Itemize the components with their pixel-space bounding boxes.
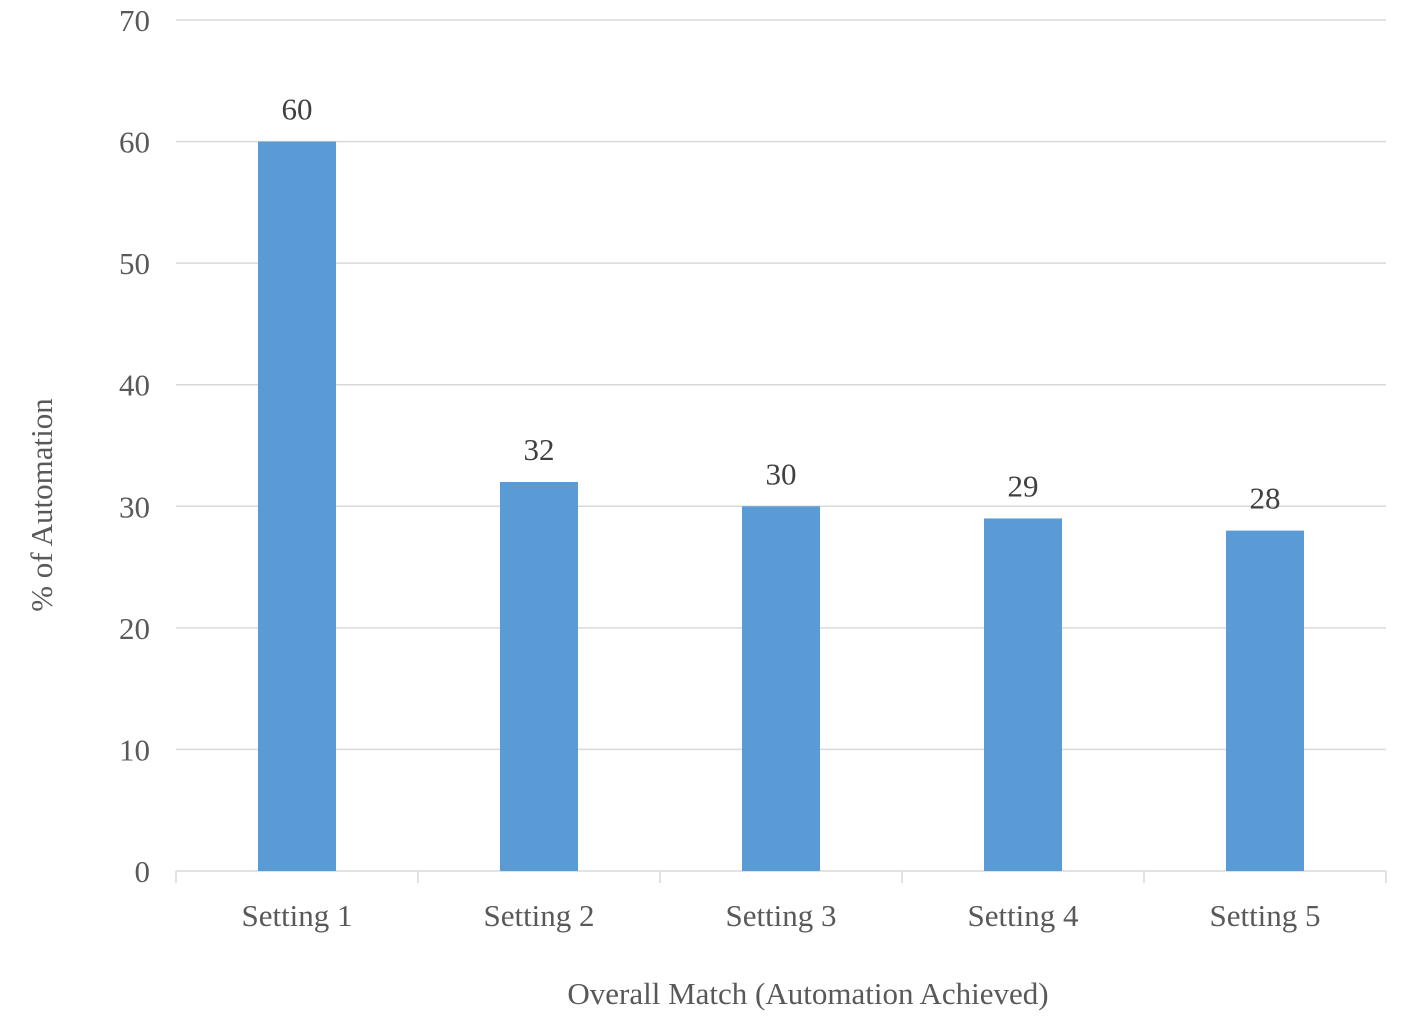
x-tick-label: Setting 1 xyxy=(241,898,352,933)
x-tick-label: Setting 3 xyxy=(725,898,836,933)
data-label: 60 xyxy=(282,92,313,127)
y-tick-label: 20 xyxy=(119,611,150,646)
data-label: 30 xyxy=(766,456,797,491)
y-tick-label: 0 xyxy=(135,854,151,889)
y-axis-title: % of Automation xyxy=(24,398,59,612)
bar-4 xyxy=(984,518,1062,871)
x-axis-tick-labels: Setting 1 Setting 2 Setting 3 Setting 4 Sett… xyxy=(241,898,1320,933)
bars xyxy=(258,141,1304,872)
x-tick-label: Setting 5 xyxy=(1209,898,1320,933)
data-label: 29 xyxy=(1008,468,1039,503)
bar-3 xyxy=(742,506,820,871)
x-axis-title: Overall Match (Automation Achieved) xyxy=(567,976,1048,1011)
y-tick-label: 30 xyxy=(119,489,150,524)
data-label: 28 xyxy=(1250,481,1281,516)
data-labels: 60 32 30 29 28 xyxy=(282,92,1281,516)
y-tick-label: 10 xyxy=(119,732,150,767)
y-tick-label: 50 xyxy=(119,246,150,281)
y-axis-tick-labels: 0 10 20 30 40 50 60 70 xyxy=(119,3,150,889)
bar-2 xyxy=(500,481,578,871)
bar-1 xyxy=(258,141,336,872)
y-tick-label: 40 xyxy=(119,368,150,403)
y-tick-label: 70 xyxy=(119,3,150,38)
bar-5 xyxy=(1226,530,1304,871)
y-tick-label: 60 xyxy=(119,125,150,160)
data-label: 32 xyxy=(524,432,555,467)
x-axis xyxy=(175,870,1387,883)
x-tick-label: Setting 4 xyxy=(967,898,1079,933)
x-tick-label: Setting 2 xyxy=(483,898,594,933)
